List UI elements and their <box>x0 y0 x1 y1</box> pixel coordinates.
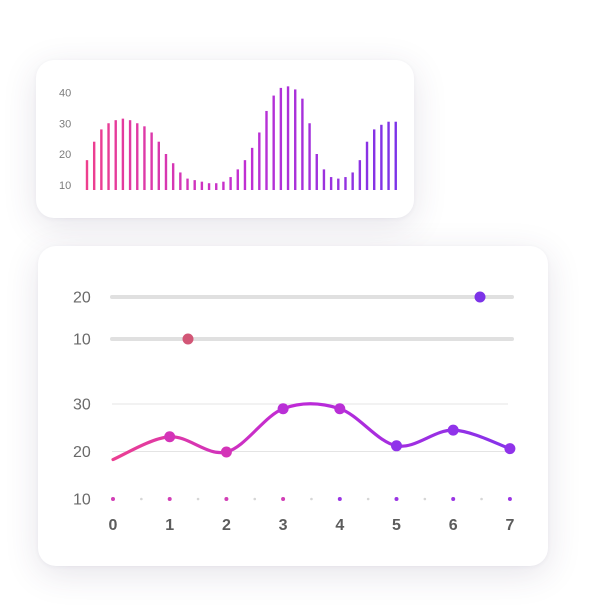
baseline-dot <box>111 497 115 501</box>
bar-chart-y-tick: 20 <box>59 149 71 161</box>
line-chart-x-tick: 5 <box>392 517 401 534</box>
line-point <box>391 440 402 452</box>
line-chart-x-tick: 0 <box>109 517 118 534</box>
bar <box>85 160 89 190</box>
baseline-dot <box>337 497 342 501</box>
bar <box>308 123 311 190</box>
bar <box>150 132 153 190</box>
bar-chart-y-tick: 40 <box>59 88 71 100</box>
bar-chart-y-tick: 30 <box>59 118 71 130</box>
bar <box>200 181 204 190</box>
baseline-dot <box>167 497 172 501</box>
baseline-dot <box>480 497 483 501</box>
baseline-dot <box>507 497 512 501</box>
bar <box>236 169 239 190</box>
bar <box>121 118 125 190</box>
bar <box>92 141 96 190</box>
line-chart-x-tick: 1 <box>165 517 174 534</box>
bar-chart: 10 20 30 40 <box>59 86 397 192</box>
line-point <box>334 403 346 415</box>
bar <box>329 177 333 190</box>
bar <box>322 169 326 190</box>
line-chart-x-tick: 7 <box>505 517 514 534</box>
slider-label: 20 <box>73 290 91 307</box>
baseline-dot <box>140 497 143 501</box>
slider-and-line-chart: 20 10 10 20 30 0 1 2 3 4 5 6 7 <box>73 290 516 534</box>
bar <box>157 141 160 190</box>
baseline-dot <box>281 497 286 501</box>
bar <box>171 163 175 190</box>
line-chart-y-tick: 20 <box>73 444 91 461</box>
line-series <box>111 402 512 462</box>
bar <box>128 120 132 190</box>
bar <box>100 129 103 190</box>
bar <box>258 132 261 190</box>
bar <box>294 89 297 190</box>
baseline-dot <box>253 497 257 501</box>
bar <box>373 129 376 190</box>
bar <box>315 154 318 190</box>
line-chart-x-tick: 3 <box>279 517 288 534</box>
line-chart-y-tick: 30 <box>73 397 91 414</box>
bar <box>193 180 196 190</box>
bar <box>107 123 110 190</box>
baseline-dot <box>366 497 370 501</box>
line-chart-x-tick: 4 <box>335 517 344 534</box>
bar <box>114 120 117 190</box>
bar <box>207 183 211 190</box>
bar <box>243 160 247 190</box>
baseline-dot <box>224 497 229 501</box>
bar <box>179 172 182 190</box>
bar <box>265 110 268 190</box>
bar <box>394 121 397 190</box>
bar <box>164 154 168 190</box>
slider-handle[interactable] <box>474 291 486 303</box>
line-point <box>220 446 232 458</box>
baseline-dot <box>394 497 399 501</box>
bar <box>286 86 290 190</box>
bar <box>279 87 283 190</box>
baseline-dot <box>310 497 313 501</box>
slider-label: 10 <box>73 332 91 349</box>
baseline-dot <box>423 497 427 501</box>
bar-chart-card: 10 20 30 40 <box>36 60 414 218</box>
bar <box>351 172 354 190</box>
bar <box>301 98 304 190</box>
line-point <box>447 424 459 436</box>
bar <box>229 177 232 190</box>
line-point <box>504 443 516 455</box>
bar <box>272 95 275 190</box>
bar <box>337 178 340 190</box>
bar <box>387 121 390 190</box>
baseline-dot <box>451 497 456 501</box>
bar <box>215 183 218 190</box>
line-chart-x-tick: 6 <box>449 517 458 534</box>
line-chart-card: 20 10 10 20 30 0 1 2 3 4 5 6 7 <box>38 246 548 566</box>
bar <box>136 123 139 190</box>
line-point <box>164 431 176 443</box>
bar <box>222 181 225 190</box>
slider-handle[interactable] <box>182 333 194 345</box>
line-chart-x-tick: 2 <box>222 517 231 534</box>
baseline-dot <box>196 497 200 501</box>
bar <box>380 124 383 190</box>
bar <box>344 177 347 190</box>
bar <box>365 141 369 190</box>
line-point <box>277 403 289 415</box>
bar <box>250 147 254 190</box>
bar <box>186 178 189 190</box>
bar <box>358 160 362 190</box>
bar-series <box>85 86 397 190</box>
bar <box>143 126 146 190</box>
bar-chart-y-tick: 10 <box>59 180 71 192</box>
line-chart-y-tick: 10 <box>73 492 91 509</box>
